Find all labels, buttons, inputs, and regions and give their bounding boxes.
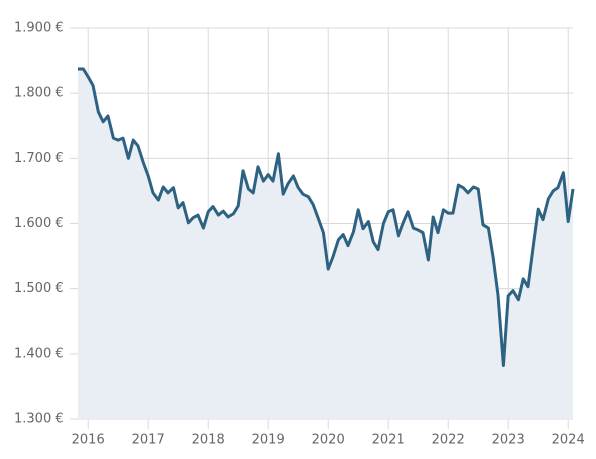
x-tick-label: 2017	[132, 433, 165, 448]
x-tick-label: 2016	[72, 433, 105, 448]
x-tick-label: 2021	[372, 433, 405, 448]
area	[78, 69, 573, 420]
line	[78, 67, 575, 368]
x-tick-label: 2019	[252, 433, 285, 448]
x-tick-label: 2023	[492, 433, 525, 448]
y-tick-label: 1.500 €	[14, 281, 64, 296]
y-tick-label: 1.300 €	[14, 412, 64, 427]
y-tick-label: 1.400 €	[14, 346, 64, 361]
x-tick-label: 2018	[192, 433, 225, 448]
x-tick-label: 2024	[552, 433, 585, 448]
y-tick-label: 1.700 €	[14, 151, 64, 166]
x-tick-label: 2022	[432, 433, 465, 448]
y-tick-label: 1.900 €	[14, 21, 64, 36]
x-tick-label: 2020	[312, 433, 345, 448]
y-tick-label: 1.800 €	[14, 86, 64, 101]
y-tick-label: 1.600 €	[14, 216, 64, 231]
